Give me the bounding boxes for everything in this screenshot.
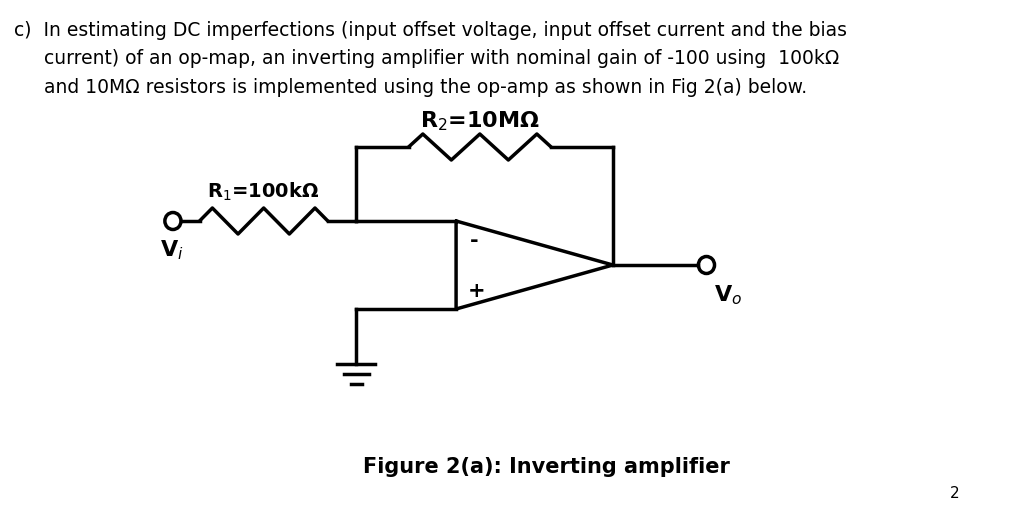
Text: c)  In estimating DC imperfections (input offset voltage, input offset current a: c) In estimating DC imperfections (input… bbox=[14, 21, 847, 40]
Text: V$_o$: V$_o$ bbox=[714, 283, 742, 306]
Text: 2: 2 bbox=[950, 486, 959, 501]
Text: current) of an op-map, an inverting amplifier with nominal gain of -100 using  1: current) of an op-map, an inverting ampl… bbox=[14, 49, 840, 69]
Text: R$_2$=10MΩ: R$_2$=10MΩ bbox=[420, 109, 540, 133]
Text: Figure 2(a): Inverting amplifier: Figure 2(a): Inverting amplifier bbox=[362, 457, 730, 477]
Text: V$_i$: V$_i$ bbox=[160, 238, 183, 262]
Text: and 10MΩ resistors is implemented using the op-amp as shown in Fig 2(a) below.: and 10MΩ resistors is implemented using … bbox=[14, 78, 807, 97]
Text: +: + bbox=[468, 281, 485, 301]
Text: -: - bbox=[470, 231, 479, 251]
Text: R$_1$=100kΩ: R$_1$=100kΩ bbox=[208, 181, 319, 203]
